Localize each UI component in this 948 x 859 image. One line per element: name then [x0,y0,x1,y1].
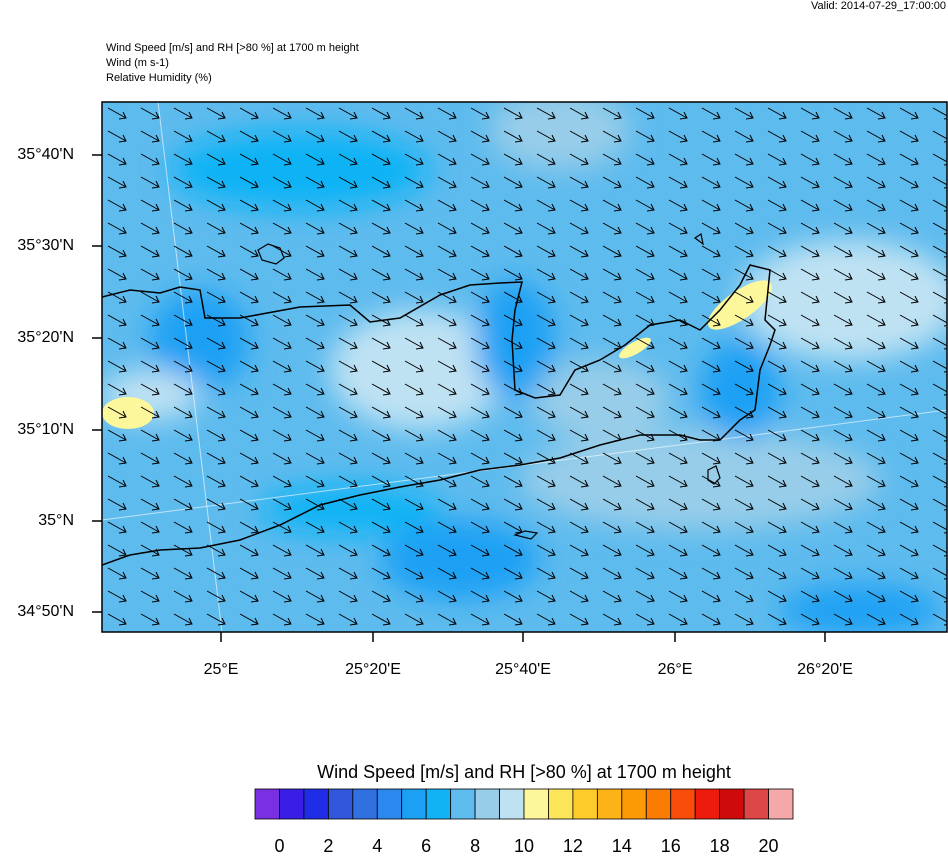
colorbar-box [572,788,598,820]
lon-label: 25°E [204,661,239,678]
map-field [102,102,947,632]
wind-arrows [107,107,947,626]
colorbar-box [303,788,329,820]
colorbar-box [376,788,403,820]
valid-time: Valid: 2014-07-29_17:00:00 [811,0,946,12]
lon-label: 26°E [658,661,693,678]
colorbar-box [352,788,378,820]
graticule [102,409,947,521]
colorbar-label: 10 [514,836,534,854]
header-line: Relative Humidity (%) [106,72,212,84]
colorbar-label: 6 [421,836,431,854]
lat-axis: 35°40'N 35°30'N 35°20'N 35°10'N 35°N 34°50'N [17,146,102,620]
colorbar-box [279,788,305,820]
lon-label: 25°40'E [495,661,551,678]
lat-label: 35°10'N [17,421,74,438]
colorbar-box [743,788,769,820]
colorbar-label: 18 [710,836,730,854]
colorbar-box [474,788,500,820]
colorbar-box [523,788,549,820]
lon-label: 26°20'E [797,661,853,678]
colorbar-label: 4 [372,836,382,854]
colorbar-box [670,788,696,820]
colorbar-box [596,788,623,820]
colorbar-box [499,788,525,820]
colorbar-box [254,788,280,820]
lat-label: 35°N [38,512,74,529]
colorbar-box [425,788,452,820]
colorbar-label: 20 [759,836,779,854]
colorbar-box [621,788,647,820]
humidity-patch [102,397,154,429]
colorbar-label: 12 [563,836,583,854]
lon-axis: 25°E 25°20'E 25°40'E 26°E 26°20'E [204,632,853,678]
colorbar-label: 16 [661,836,681,854]
colorbar-box [768,788,794,820]
colorbar-box [327,788,354,820]
colorbar-box [548,788,574,820]
map-frame [101,101,948,633]
colorbar-label: 8 [470,836,480,854]
humidity-patch [619,337,651,359]
lat-label: 35°40'N [17,146,74,163]
colorbar-label: 2 [323,836,333,854]
colorbar-label: 14 [612,836,632,854]
colorbar-box [694,788,721,820]
lat-label: 35°20'N [17,329,74,346]
lon-label: 25°20'E [345,661,401,678]
header-line: Wind Speed [m/s] and RH [>80 %] at 1700 … [106,42,359,54]
colorbar-label: 0 [274,836,284,854]
islands [257,233,721,540]
humidity-patch [707,280,773,330]
lat-label: 35°30'N [17,237,74,254]
lat-label: 34°50'N [17,603,74,620]
colorbar-box [645,788,672,820]
colorbar-box [719,788,745,820]
colorbar-title: Wind Speed [m/s] and RH [>80 %] at 1700 … [317,762,731,782]
coastline [102,264,776,566]
colorbar: 0 2 4 6 8 10 12 14 16 18 20 [254,788,794,856]
header-line: Wind (m s-1) [106,57,169,69]
colorbar-box [401,788,427,820]
colorbar-box [450,788,476,820]
